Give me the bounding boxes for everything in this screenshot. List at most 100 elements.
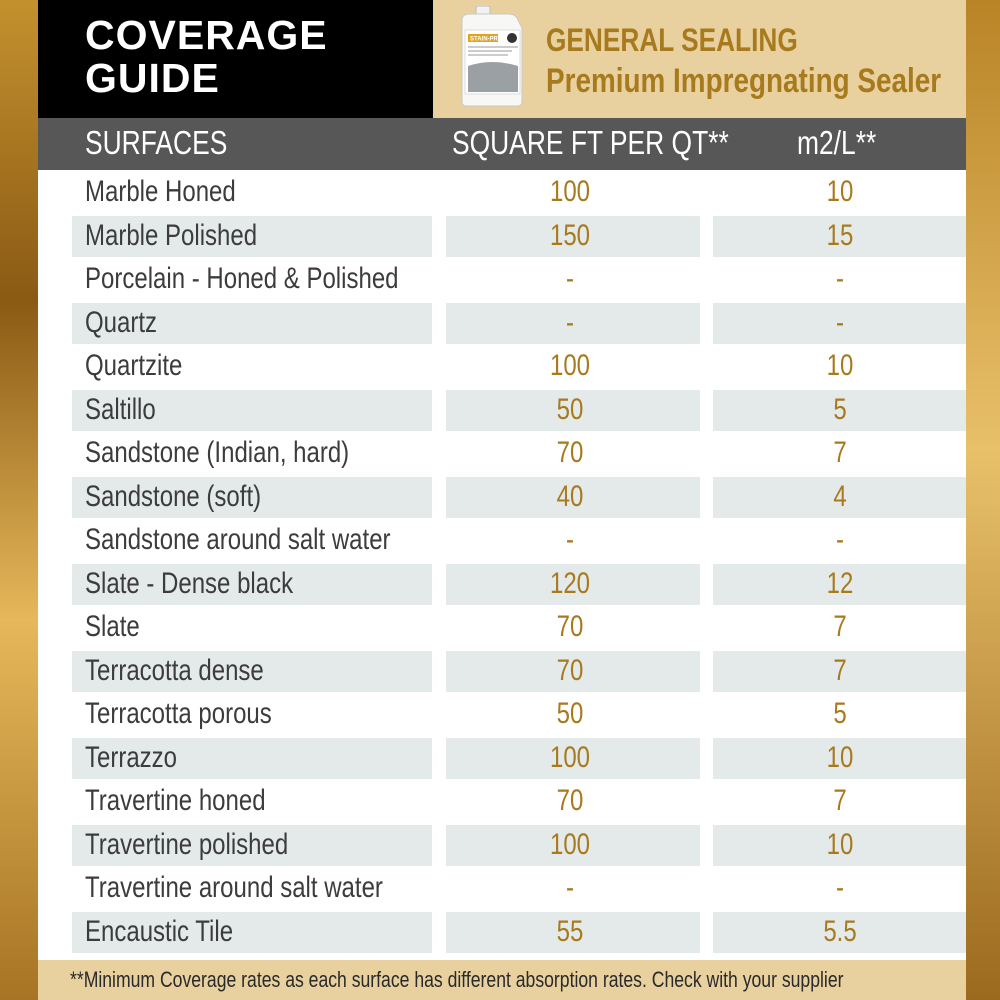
sqft-per-qt-value: 50	[556, 392, 584, 426]
table-row: Terracotta dense 70 7	[0, 650, 1000, 695]
m2-per-l-value: 15	[826, 218, 854, 252]
sqft-per-qt-value: 100	[549, 175, 591, 208]
surface-name: Saltillo	[85, 392, 156, 426]
m2-per-l-value: 10	[826, 740, 854, 774]
row-shade	[713, 911, 966, 953]
sqft-per-qt-value: -	[566, 305, 574, 339]
row-shade	[446, 737, 700, 779]
surface-name: Marble Polished	[85, 218, 258, 252]
table-row: Terrazzo 100 10	[0, 737, 1000, 782]
m2-per-l-value: 5	[833, 697, 847, 730]
sqft-per-qt-value: 150	[549, 218, 591, 252]
sqft-per-qt-value: 100	[549, 827, 591, 861]
row-shade	[446, 563, 700, 605]
sealer-jug-icon: STAIN-PROOF	[461, 6, 523, 107]
footnote: **Minimum Coverage rates as each surface…	[70, 967, 844, 992]
row-shade	[72, 650, 432, 692]
table-row: Travertine honed 70 7	[0, 781, 1000, 825]
row-shade	[713, 389, 966, 431]
surface-name: Quartzite	[85, 349, 183, 382]
m2-per-l-value: 5.5	[823, 914, 857, 948]
m2-per-l-value: 10	[826, 827, 854, 861]
table-row: Travertine around salt water - -	[0, 868, 1000, 912]
sqft-per-qt-value: -	[566, 523, 574, 556]
table-row: Sandstone around salt water - -	[0, 520, 1000, 564]
m2-per-l-value: -	[836, 305, 844, 339]
page-title: COVERAGE GUIDE	[85, 14, 328, 100]
m2-per-l-value: 12	[826, 566, 854, 600]
row-shade	[72, 737, 432, 779]
row-shade	[446, 824, 700, 866]
column-header-bar	[38, 118, 966, 170]
table-row: Sandstone (Indian, hard) 70 7	[0, 433, 1000, 477]
m2-per-l-value: 7	[833, 784, 847, 817]
title-line-2: GUIDE	[85, 55, 220, 101]
row-shade	[446, 302, 700, 344]
row-shade	[713, 737, 966, 779]
row-shade	[72, 476, 432, 518]
surface-name: Encaustic Tile	[85, 914, 234, 948]
surface-name: Sandstone (Indian, hard)	[85, 436, 350, 469]
table-row: Saltillo 50 5	[0, 389, 1000, 434]
sqft-per-qt-value: 100	[549, 740, 591, 774]
footer-bar	[38, 960, 966, 1000]
surface-name: Slate	[85, 610, 140, 643]
table-row: Marble Polished 150 15	[0, 215, 1000, 260]
surface-name: Terrazzo	[85, 740, 178, 774]
surface-name: Travertine honed	[85, 784, 266, 817]
product-category: GENERAL SEALING	[546, 22, 798, 58]
m2-per-l-value: 10	[826, 349, 854, 382]
jug-brand: STAIN-PROOF	[470, 37, 511, 43]
row-shade	[446, 215, 700, 257]
table-row: Quartz - -	[0, 302, 1000, 347]
product-name: Premium Impregnating Sealer	[546, 62, 942, 100]
m2-per-l-value: 4	[833, 479, 847, 513]
row-shade	[713, 215, 966, 257]
surface-name: Terracotta dense	[85, 653, 264, 687]
table-row: Encaustic Tile 55 5.5	[0, 911, 1000, 956]
row-shade	[72, 215, 432, 257]
row-shade	[713, 563, 966, 605]
sqft-per-qt-value: 55	[556, 914, 584, 948]
sqft-per-qt-value: 100	[549, 349, 591, 382]
row-shade	[713, 476, 966, 518]
sqft-per-qt-value: 40	[556, 479, 584, 513]
row-shade	[713, 650, 966, 692]
row-shade	[713, 824, 966, 866]
surface-name: Travertine around salt water	[85, 871, 383, 904]
row-shade	[72, 563, 432, 605]
table-row: Terracotta porous 50 5	[0, 694, 1000, 738]
surface-name: Quartz	[85, 305, 158, 339]
row-shade	[72, 302, 432, 344]
row-shade	[72, 389, 432, 431]
row-shade	[446, 650, 700, 692]
row-shade	[713, 302, 966, 344]
table-row: Sandstone (soft) 40 4	[0, 476, 1000, 521]
table-row: Slate - Dense black 120 12	[0, 563, 1000, 608]
row-shade	[446, 389, 700, 431]
sqft-per-qt-value: -	[566, 871, 574, 904]
sqft-per-qt-value: 70	[556, 653, 584, 687]
row-shade	[72, 824, 432, 866]
sqft-per-qt-value: 50	[556, 697, 584, 730]
m2-per-l-value: 7	[833, 610, 847, 643]
table-row: Travertine polished 100 10	[0, 824, 1000, 869]
surface-name: Marble Honed	[85, 175, 236, 208]
surface-name: Terracotta porous	[85, 697, 272, 730]
table-row: Quartzite 100 10	[0, 346, 1000, 390]
m2-per-l-value: 10	[826, 175, 854, 208]
surface-name: Sandstone around salt water	[85, 523, 391, 556]
sqft-per-qt-value: 120	[549, 566, 591, 600]
left-gold-strip	[0, 0, 38, 1000]
m2-per-l-value: -	[836, 523, 844, 556]
row-shade	[446, 911, 700, 953]
m2-per-l-value: -	[836, 871, 844, 904]
table-row: Marble Honed 100 10	[0, 172, 1000, 216]
sqft-per-qt-value: 70	[556, 610, 584, 643]
row-shade	[72, 911, 432, 953]
column-header-m2: m2/L**	[797, 124, 877, 161]
column-header-sqft: SQUARE FT PER QT**	[452, 124, 729, 161]
sqft-per-qt-value: -	[566, 262, 574, 295]
sqft-per-qt-value: 70	[556, 436, 584, 469]
m2-per-l-value: 7	[833, 653, 847, 687]
